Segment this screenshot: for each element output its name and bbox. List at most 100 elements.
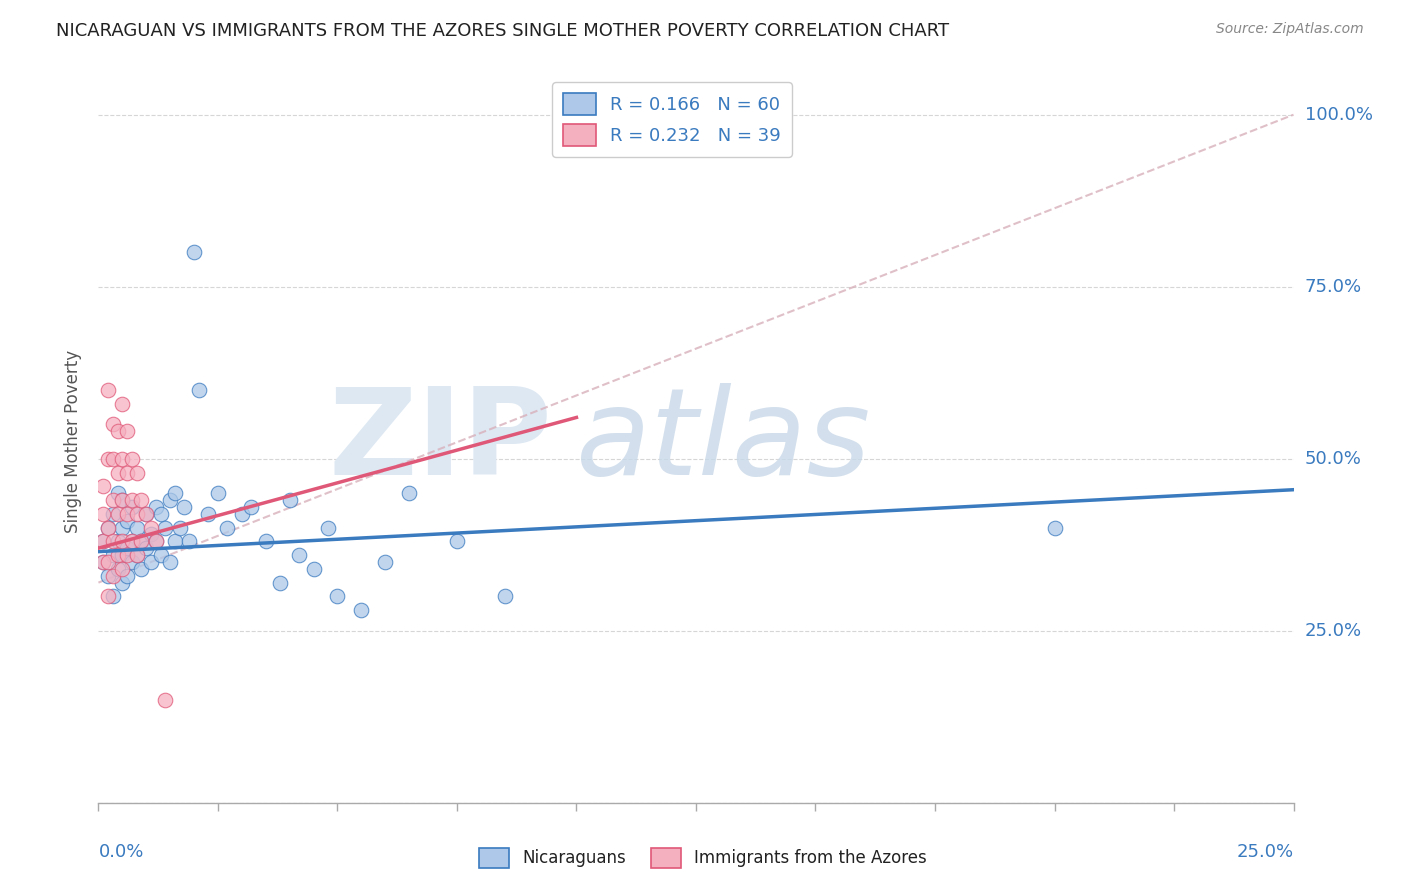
Point xyxy=(107,548,129,562)
Point xyxy=(125,520,148,534)
Point xyxy=(107,466,129,480)
Point xyxy=(149,548,172,562)
Point xyxy=(139,527,162,541)
Point xyxy=(163,534,186,549)
Point xyxy=(97,451,120,466)
Point xyxy=(131,493,153,508)
Text: 50.0%: 50.0% xyxy=(1305,450,1361,467)
Point xyxy=(135,507,157,521)
Point xyxy=(350,603,373,617)
Point xyxy=(207,486,229,500)
Point xyxy=(101,493,124,508)
Point xyxy=(111,575,134,590)
Point xyxy=(197,507,219,521)
Point xyxy=(145,534,167,549)
Point xyxy=(131,562,153,576)
Point xyxy=(173,500,195,514)
Point xyxy=(115,568,138,582)
Point xyxy=(111,534,134,549)
Point xyxy=(278,493,301,508)
Point xyxy=(145,534,167,549)
Text: 100.0%: 100.0% xyxy=(1305,105,1372,124)
Point xyxy=(107,507,129,521)
Legend: Nicaraguans, Immigrants from the Azores: Nicaraguans, Immigrants from the Azores xyxy=(472,841,934,875)
Point xyxy=(302,562,325,576)
Point xyxy=(101,534,124,549)
Point xyxy=(187,383,209,397)
Text: 75.0%: 75.0% xyxy=(1305,277,1362,296)
Point xyxy=(269,575,291,590)
Text: 25.0%: 25.0% xyxy=(1305,622,1362,640)
Point xyxy=(374,555,396,569)
Y-axis label: Single Mother Poverty: Single Mother Poverty xyxy=(65,350,83,533)
Point xyxy=(101,417,124,432)
Point xyxy=(398,486,420,500)
Point xyxy=(121,534,143,549)
Point xyxy=(111,520,134,534)
Point xyxy=(107,424,129,438)
Point xyxy=(91,534,114,549)
Point xyxy=(135,507,157,521)
Point xyxy=(231,507,253,521)
Point xyxy=(121,555,143,569)
Point xyxy=(139,520,162,534)
Point xyxy=(159,555,181,569)
Point xyxy=(115,541,138,556)
Text: 0.0%: 0.0% xyxy=(98,843,143,861)
Point xyxy=(125,548,148,562)
Point xyxy=(115,466,138,480)
Point xyxy=(240,500,263,514)
Point xyxy=(91,507,114,521)
Text: ZIP: ZIP xyxy=(329,383,553,500)
Point xyxy=(125,466,148,480)
Point xyxy=(125,548,148,562)
Point xyxy=(107,486,129,500)
Point xyxy=(155,520,177,534)
Point xyxy=(97,520,120,534)
Point xyxy=(97,520,120,534)
Point xyxy=(316,520,339,534)
Point xyxy=(159,493,181,508)
Point xyxy=(111,548,134,562)
Point xyxy=(101,451,124,466)
Point xyxy=(91,534,114,549)
Point xyxy=(101,590,124,604)
Point xyxy=(91,479,114,493)
Point xyxy=(1043,520,1066,534)
Point xyxy=(115,507,138,521)
Point xyxy=(107,562,129,576)
Point xyxy=(97,568,120,582)
Point xyxy=(131,534,153,549)
Point xyxy=(91,555,114,569)
Point xyxy=(97,555,120,569)
Point xyxy=(121,493,143,508)
Point xyxy=(179,534,201,549)
Point xyxy=(97,590,120,604)
Point xyxy=(131,534,153,549)
Point xyxy=(135,541,157,556)
Point xyxy=(183,245,205,260)
Point xyxy=(111,562,134,576)
Point xyxy=(254,534,277,549)
Point xyxy=(494,590,516,604)
Point xyxy=(125,507,148,521)
Point xyxy=(139,555,162,569)
Point xyxy=(163,486,186,500)
Text: Source: ZipAtlas.com: Source: ZipAtlas.com xyxy=(1216,22,1364,37)
Point xyxy=(111,493,134,508)
Text: 25.0%: 25.0% xyxy=(1236,843,1294,861)
Point xyxy=(111,397,134,411)
Point xyxy=(326,590,349,604)
Text: atlas: atlas xyxy=(576,383,872,500)
Point xyxy=(121,534,143,549)
Point xyxy=(155,692,177,706)
Point xyxy=(149,507,172,521)
Point xyxy=(115,514,138,528)
Point xyxy=(91,555,114,569)
Point xyxy=(145,500,167,514)
Point xyxy=(111,451,134,466)
Point xyxy=(121,500,143,514)
Point xyxy=(101,568,124,582)
Point xyxy=(115,548,138,562)
Point xyxy=(115,424,138,438)
